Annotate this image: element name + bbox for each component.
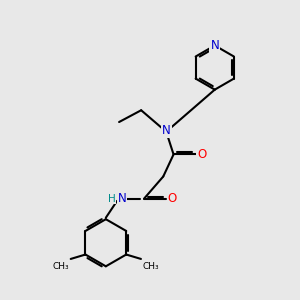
- Text: N: N: [118, 192, 126, 205]
- Text: H: H: [108, 194, 116, 204]
- Text: CH₃: CH₃: [52, 262, 69, 272]
- Text: N: N: [210, 39, 219, 52]
- Text: O: O: [197, 148, 206, 161]
- Text: N: N: [162, 124, 171, 137]
- Text: O: O: [167, 192, 177, 205]
- Text: CH₃: CH₃: [142, 262, 159, 272]
